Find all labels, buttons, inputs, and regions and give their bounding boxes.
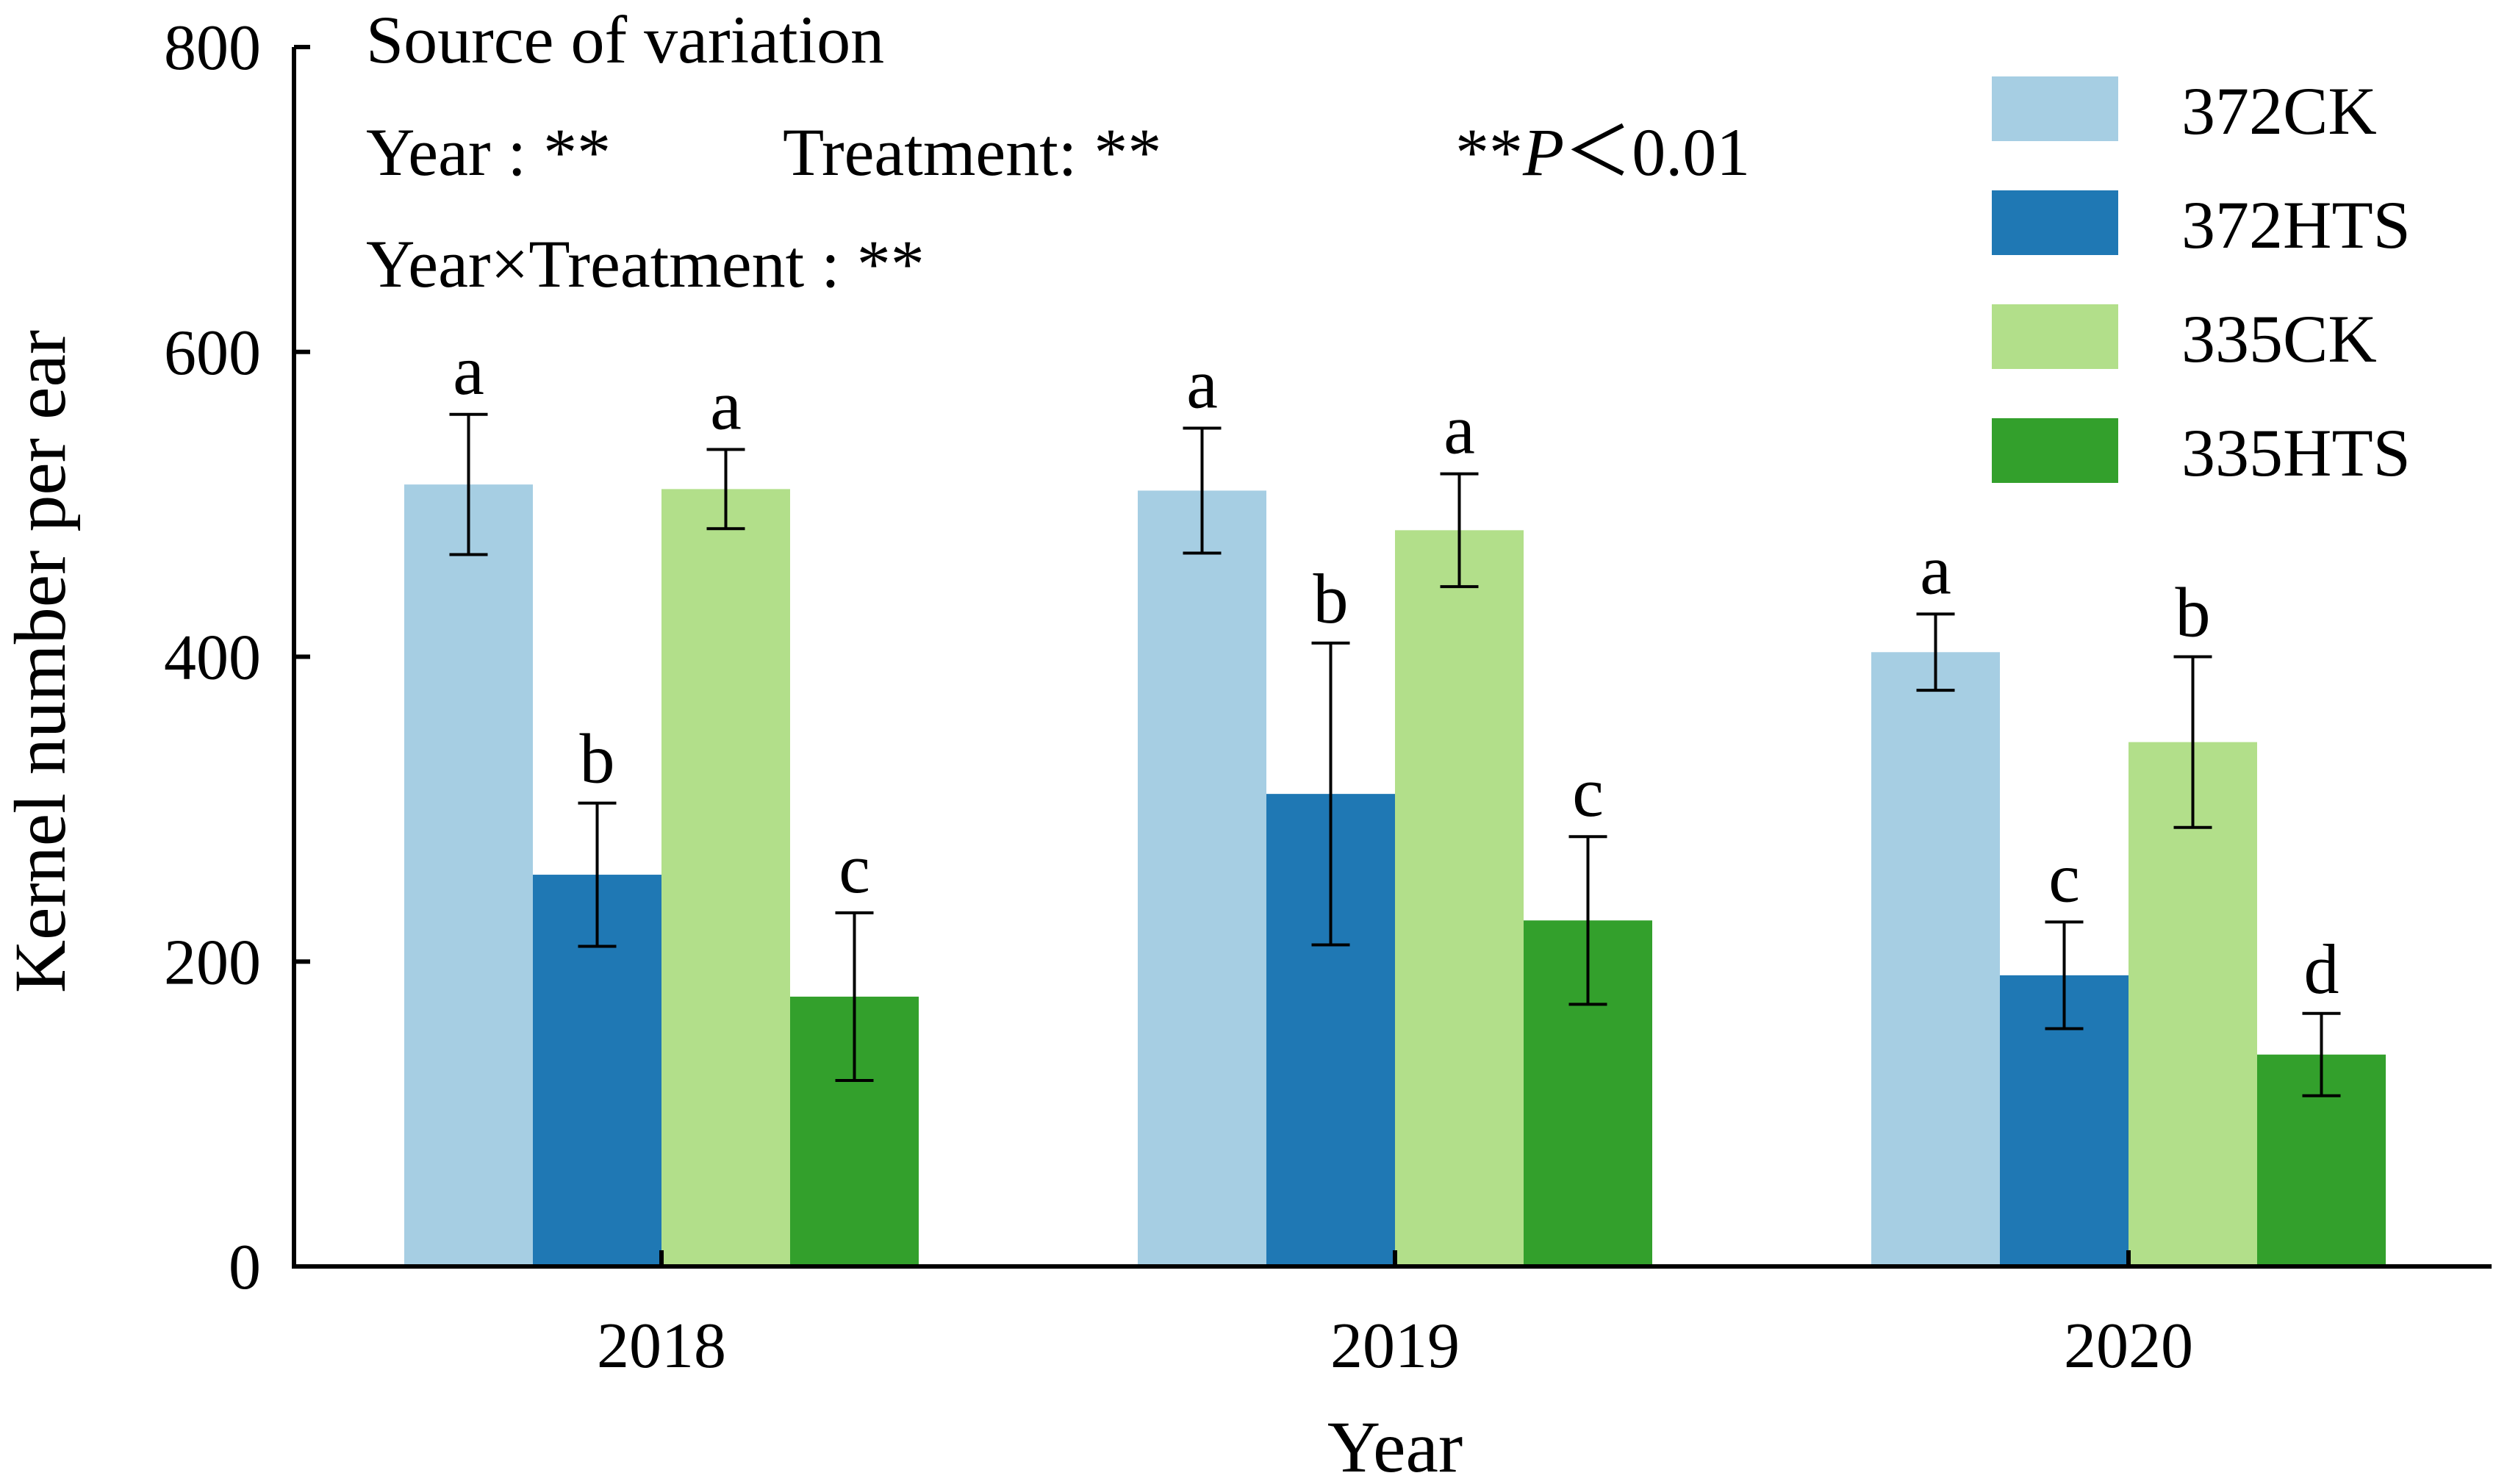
significance-letter: a (1444, 390, 1475, 469)
p-value-symbol: P (1522, 115, 1564, 190)
legend-swatch-335HTS (1992, 418, 2118, 483)
p-value-threshold: ＜0.01 (1564, 115, 1750, 190)
plot-area: a b a c a b a c a c b d (404, 331, 2386, 1267)
significance-letter: d (2304, 930, 2339, 1008)
significance-letter: a (710, 365, 742, 444)
x-tick-label: 2019 (1330, 1311, 1460, 1382)
annotation-p-value: **P＜0.01 (1455, 115, 1750, 190)
annotation-interaction: Year×Treatment : ** (366, 226, 925, 301)
y-axis-title: Kernel number per ear (0, 330, 81, 993)
significance-letter: a (1186, 344, 1218, 423)
legend-swatch-372HTS (1992, 190, 2118, 255)
significance-letter: c (2048, 838, 2080, 917)
x-axis-title: Year (1327, 1406, 1463, 1484)
y-tick-label: 800 (164, 12, 261, 84)
bar-372CK-2020 (1871, 652, 2000, 1266)
x-tick-label: 2018 (597, 1311, 726, 1382)
axes: Kernel number per ear Year 0 200 400 600 800… (0, 12, 2492, 1484)
significance-letter: a (453, 331, 484, 409)
y-tick-label: 200 (164, 927, 261, 998)
significance-letter: c (1572, 753, 1604, 831)
significance-letter: b (2176, 573, 2211, 652)
y-tick-label: 600 (164, 318, 261, 389)
annotation-year: Year : ** (366, 115, 611, 190)
significance-letter: c (839, 829, 870, 908)
legend-label-335HTS: 335HTS (2181, 415, 2411, 490)
x-tick-label: 2020 (2064, 1311, 2193, 1382)
statistics-annotation: Source of variation Year : ** Treatment:… (366, 2, 1750, 301)
legend-label-372CK: 372CK (2181, 74, 2377, 148)
legend-swatch-372CK (1992, 76, 2118, 141)
bar-372CK-2018 (404, 484, 533, 1266)
legend-label-335CK: 335CK (2181, 301, 2377, 376)
significance-letter: a (1920, 530, 1951, 609)
bar-372CK-2019 (1138, 490, 1266, 1267)
legend: 372CK 372HTS 335CK 335HTS (1992, 74, 2411, 490)
legend-label-372HTS: 372HTS (2181, 187, 2411, 262)
bar-335CK-2019 (1395, 530, 1524, 1266)
significance-letter: b (1313, 559, 1349, 638)
annotation-heading: Source of variation (366, 2, 884, 77)
significance-letter: b (580, 720, 615, 798)
bar-335CK-2020 (2129, 742, 2257, 1266)
annotation-treatment: Treatment: ** (783, 115, 1161, 190)
bar-335CK-2018 (661, 489, 790, 1267)
y-tick-label: 400 (164, 623, 261, 694)
legend-swatch-335CK (1992, 304, 2118, 369)
p-value-stars: ** (1455, 115, 1523, 190)
y-tick-label: 0 (229, 1232, 261, 1303)
